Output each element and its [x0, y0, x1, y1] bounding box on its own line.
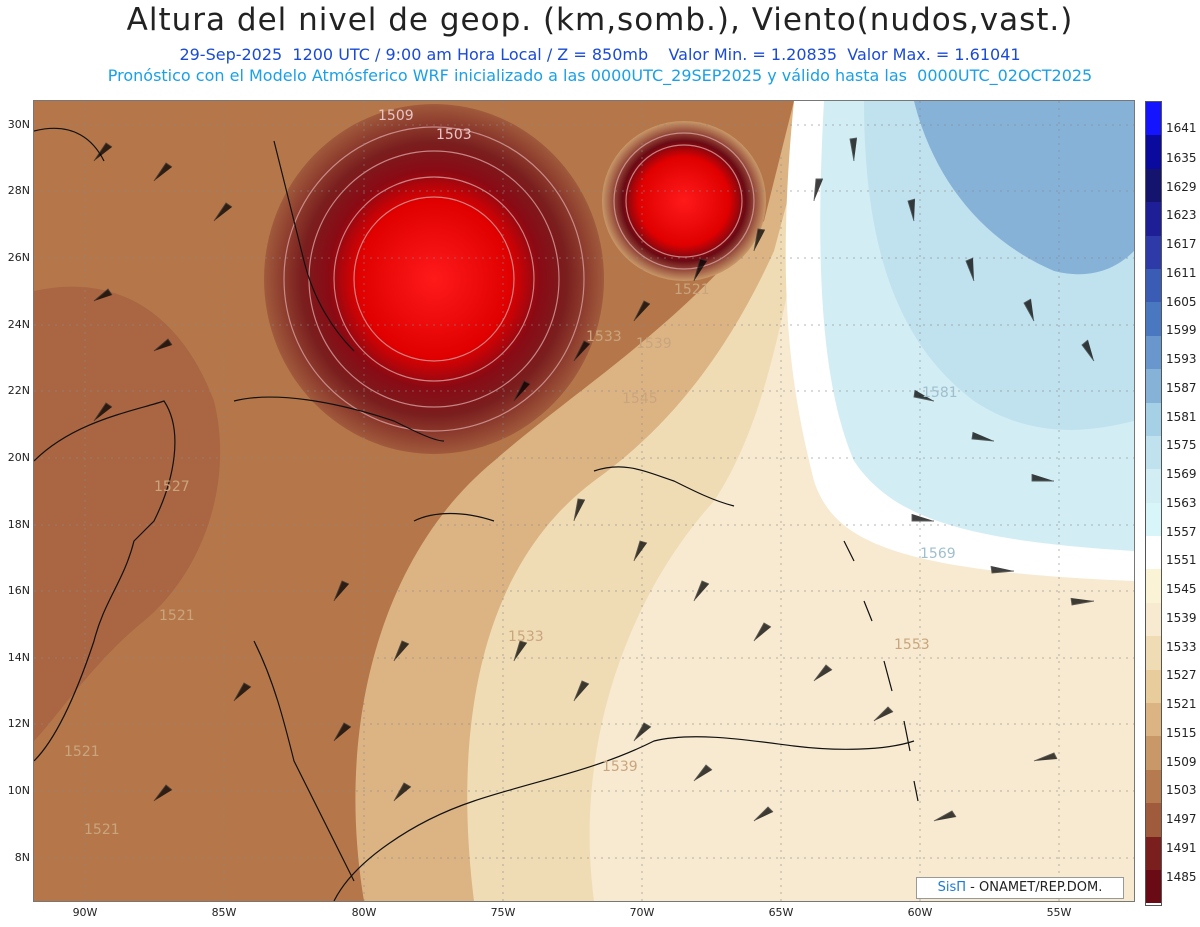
- colorbar-swatch: [1146, 302, 1161, 336]
- colorbar-label: 1521: [1166, 697, 1197, 711]
- colorbar: [1145, 101, 1162, 906]
- contour-label: 1533: [586, 329, 622, 345]
- colorbar-label: 1551: [1166, 553, 1197, 567]
- colorbar-label: 1641: [1166, 121, 1197, 135]
- colorbar-label: 1527: [1166, 668, 1197, 682]
- lat-label: 22N: [7, 384, 30, 397]
- lat-label: 30N: [7, 118, 30, 131]
- colorbar-swatch: [1146, 369, 1161, 403]
- colorbar-label: 1503: [1166, 783, 1197, 797]
- lat-label: 10N: [7, 784, 30, 797]
- lat-label: 12N: [7, 717, 30, 730]
- lon-label: 90W: [72, 906, 98, 919]
- colorbar-label: 1509: [1166, 755, 1197, 769]
- colorbar-label: 1539: [1166, 611, 1197, 625]
- colorbar-swatch: [1146, 703, 1161, 737]
- colorbar-swatch: [1146, 235, 1161, 269]
- contour-label: 1521: [84, 822, 120, 838]
- colorbar-label: 1563: [1166, 496, 1197, 510]
- colorbar-swatch: [1146, 836, 1161, 870]
- map-field: 1509 1503 1521 1533 1539 1545 1527 1521 …: [34, 101, 1134, 901]
- lon-label: 55W: [1046, 906, 1072, 919]
- colorbar-label: 1581: [1166, 410, 1197, 424]
- contour-label: 1503: [436, 127, 472, 143]
- lat-label: 20N: [7, 451, 30, 464]
- contour-label: 1521: [64, 744, 100, 760]
- colorbar-label: 1605: [1166, 295, 1197, 309]
- geopotential-map: 1509 1503 1521 1533 1539 1545 1527 1521 …: [33, 100, 1135, 902]
- valid-time-line: 29-Sep-2025 1200 UTC / 9:00 am Hora Loca…: [179, 45, 1021, 64]
- credit-text: - ONAMET/REP.DOM.: [966, 880, 1103, 895]
- contour-label: 1569: [920, 546, 956, 562]
- colorbar-swatch: [1146, 536, 1161, 570]
- colorbar-label: 1485: [1166, 870, 1197, 884]
- credit-box: SisΠ - ONAMET/REP.DOM.: [916, 877, 1124, 899]
- colorbar-swatch: [1146, 102, 1161, 136]
- colorbar-swatch: [1146, 736, 1161, 770]
- colorbar-label: 1593: [1166, 352, 1197, 366]
- lon-label: 75W: [490, 906, 516, 919]
- colorbar-swatch: [1146, 636, 1161, 670]
- lon-label: 60W: [907, 906, 933, 919]
- colorbar-swatch: [1146, 435, 1161, 470]
- credit-brand: SisΠ: [937, 880, 967, 895]
- lon-label: 80W: [351, 906, 377, 919]
- colorbar-swatch: [1146, 769, 1161, 804]
- colorbar-label: 1533: [1166, 640, 1197, 654]
- colorbar-label: 1599: [1166, 323, 1197, 337]
- lon-label: 70W: [629, 906, 655, 919]
- colorbar-swatch: [1146, 202, 1161, 236]
- lat-label: 8N: [14, 851, 30, 864]
- colorbar-label: 1617: [1166, 237, 1197, 251]
- lat-label: 18N: [7, 518, 30, 531]
- lat-label: 16N: [7, 584, 30, 597]
- colorbar-swatch: [1146, 268, 1161, 303]
- colorbar-label: 1575: [1166, 438, 1197, 452]
- lon-label: 85W: [211, 906, 237, 919]
- colorbar-swatch: [1146, 168, 1161, 203]
- colorbar-swatch: [1146, 402, 1161, 436]
- colorbar-swatch: [1146, 569, 1161, 603]
- contour-label: 1527: [154, 479, 190, 495]
- lat-label: 14N: [7, 651, 30, 664]
- colorbar-label: 1587: [1166, 381, 1197, 395]
- contour-label: 1539: [636, 336, 672, 352]
- colorbar-label: 1497: [1166, 812, 1197, 826]
- contour-label: 1521: [159, 608, 195, 624]
- lat-label: 24N: [7, 318, 30, 331]
- colorbar-label: 1623: [1166, 208, 1197, 222]
- colorbar-swatch: [1146, 869, 1161, 904]
- lat-label: 26N: [7, 251, 30, 264]
- lon-label: 65W: [768, 906, 794, 919]
- colorbar-swatch: [1146, 803, 1161, 837]
- colorbar-label: 1611: [1166, 266, 1197, 280]
- contour-label: 1581: [922, 385, 958, 401]
- colorbar-label: 1545: [1166, 582, 1197, 596]
- wind-barbs: [93, 137, 1095, 822]
- colorbar-label: 1557: [1166, 525, 1197, 539]
- colorbar-label: 1515: [1166, 726, 1197, 740]
- colorbar-swatch: [1146, 502, 1161, 537]
- colorbar-swatch: [1146, 602, 1161, 637]
- contour-label: 1533: [508, 629, 544, 645]
- colorbar-label: 1629: [1166, 180, 1197, 194]
- contour-label: 1553: [894, 637, 930, 653]
- contour-label: 1539: [602, 759, 638, 775]
- contour-label: 1545: [622, 391, 658, 407]
- contour-label: 1509: [378, 108, 414, 124]
- colorbar-swatch: [1146, 669, 1161, 704]
- map-title: Altura del nivel de geop. (km,somb.), Vi…: [126, 2, 1074, 38]
- colorbar-label: 1635: [1166, 151, 1197, 165]
- model-info-line: Pronóstico con el Modelo Atmósferico WRF…: [107, 66, 1093, 85]
- colorbar-swatch: [1146, 469, 1161, 503]
- contour-label: 1521: [674, 282, 710, 298]
- colorbar-label: 1491: [1166, 841, 1197, 855]
- colorbar-label: 1569: [1166, 467, 1197, 481]
- lat-label: 28N: [7, 184, 30, 197]
- colorbar-swatch: [1146, 135, 1161, 169]
- colorbar-swatch: [1146, 335, 1161, 370]
